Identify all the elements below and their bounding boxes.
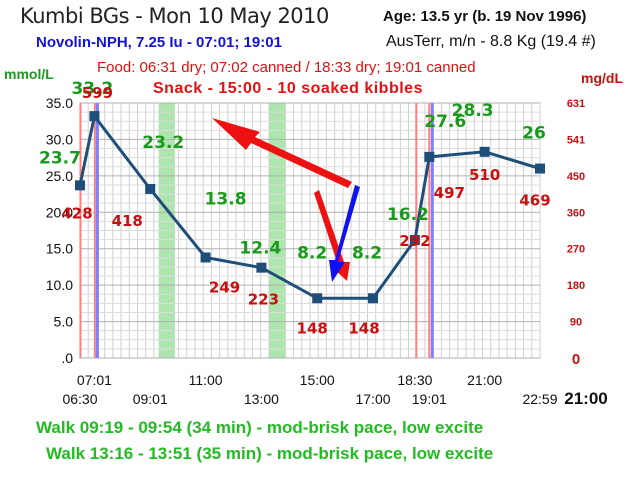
mmol-label: 33.2 (71, 79, 113, 99)
x-tick-bottom: 06:30 (62, 391, 97, 407)
mgdl-label: 148 (297, 319, 328, 337)
y-tick-right: 90 (570, 317, 582, 329)
y-tick-left: 35.0 (46, 95, 73, 111)
data-point (75, 180, 85, 191)
insulin-note: Novolin-NPH, 7.25 Iu - 07:01; 19:01 (36, 34, 282, 51)
mgdl-label: 469 (519, 192, 550, 210)
mgdl-label: 292 (399, 232, 430, 250)
mmol-label: 13.8 (205, 189, 247, 209)
mgdl-label: 599 (82, 84, 113, 102)
food-note: Food: 06:31 dry; 07:02 canned / 18:33 dr… (97, 59, 476, 76)
mgdl-label: 249 (209, 278, 240, 296)
data-point (535, 163, 545, 174)
y-tick-left: 30.0 (46, 131, 73, 147)
mmol-label: 23.2 (142, 133, 184, 153)
y-tick-right: 0 (572, 351, 580, 368)
insulin-arrow-red (314, 190, 350, 281)
mgdl-label: 497 (434, 184, 465, 202)
y-tick-left: 25.0 (46, 168, 73, 184)
data-point (89, 111, 100, 122)
y-tick-left: 20.0 (46, 204, 73, 220)
walk-note-2: Walk 13:16 - 13:51 (35 min) - mod-brisk … (46, 444, 494, 463)
x-tick-bottom: 22:59 (522, 391, 557, 407)
y-tick-left: 10.0 (46, 277, 73, 293)
mmol-label: 27.6 (424, 112, 466, 132)
y-tick-right: 270 (567, 244, 585, 256)
snack-arrow (212, 118, 352, 188)
x-tick-top: 15:00 (300, 372, 335, 388)
x-extra-label: 21:00 (564, 389, 607, 408)
y-tick-right: 631 (567, 98, 585, 110)
walk-note-1: Walk 09:19 - 09:54 (34 min) - mod-brisk … (36, 418, 484, 437)
x-tick-bottom: 17:00 (355, 391, 390, 407)
left-axis-unit: mmol/L (4, 66, 54, 82)
mmol-label: 8.2 (297, 243, 327, 263)
x-tick-top: 21:00 (467, 372, 502, 388)
y-tick-right: 541 (567, 134, 585, 146)
x-tick-bottom: 13:00 (244, 391, 279, 407)
x-tick-bottom: 19:01 (412, 391, 447, 407)
y-tick-right: 360 (567, 207, 585, 219)
x-tick-bottom: 09:01 (133, 391, 168, 407)
data-point (256, 262, 267, 273)
data-point (409, 234, 420, 245)
data-point (368, 293, 379, 304)
data-point (424, 151, 435, 162)
insulin-arrow-blue (329, 185, 360, 282)
data-point (200, 252, 211, 263)
snack-note: Snack - 15:00 - 10 soaked kibbles (153, 80, 423, 97)
right-axis-unit: mg/dL (581, 70, 623, 86)
age-note: Age: 13.5 yr (b. 19 Nov 1996) (383, 8, 587, 25)
mmol-label: 23.7 (39, 148, 81, 168)
y-tick-right: 180 (567, 280, 585, 292)
mgdl-label: 148 (348, 319, 379, 337)
x-tick-top: 11:00 (189, 372, 223, 388)
mmol-label: 16.2 (387, 205, 429, 225)
data-point (312, 293, 323, 304)
weight-note: AusTerr, m/n - 8.8 Kg (19.4 #) (386, 33, 596, 50)
x-tick-top: 18:30 (397, 372, 432, 388)
x-tick-top: 07:01 (77, 372, 112, 388)
mmol-label: 8.2 (352, 243, 382, 263)
mmol-label: 28.3 (452, 101, 494, 121)
mgdl-label: 428 (61, 204, 92, 222)
data-point (479, 146, 490, 157)
y-tick-left: 15.0 (46, 241, 73, 257)
mmol-label: 26 (522, 124, 546, 144)
mmol-label: 12.4 (239, 239, 281, 259)
mgdl-label: 418 (112, 212, 143, 230)
y-tick-left: 5.0 (54, 314, 74, 330)
mgdl-label: 510 (469, 166, 500, 184)
y-tick-right: 450 (567, 171, 585, 183)
chart-title: Kumbi BGs - Mon 10 May 2010 (20, 4, 329, 28)
data-point (145, 183, 156, 194)
y-tick-left: .0 (61, 350, 73, 366)
mgdl-label: 223 (248, 291, 279, 309)
